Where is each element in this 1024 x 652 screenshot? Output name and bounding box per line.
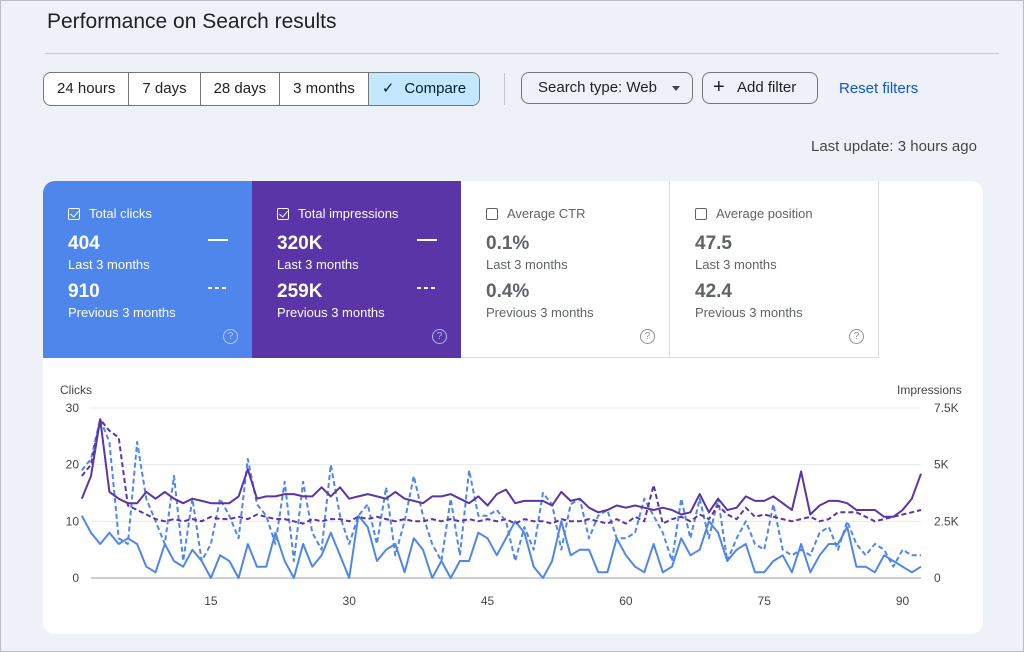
y-tick-label-left: 0 xyxy=(72,571,79,585)
y-axis-label-impressions: Impressions xyxy=(897,383,962,397)
x-tick-label: 45 xyxy=(481,594,495,608)
search-type-label: Search type: Web xyxy=(538,79,657,96)
y-tick-label-right: 0 xyxy=(934,571,941,585)
series-line-2 xyxy=(80,418,922,518)
performance-chart[interactable]: 0 10 20 30 0 2.5K 5K 7.5K 15 30 45 60 75 90 xyxy=(43,399,983,614)
metric-label: Average CTR xyxy=(507,206,586,221)
metric-previous-period: Previous 3 months xyxy=(277,305,385,320)
x-tick-label: 75 xyxy=(758,594,772,608)
add-filter-button[interactable]: + Add filter xyxy=(702,72,818,104)
dropdown-caret-icon xyxy=(672,86,680,91)
help-icon[interactable]: ? xyxy=(849,329,864,344)
x-tick-label: 60 xyxy=(619,594,633,608)
metric-current-period: Last 3 months xyxy=(277,257,359,272)
x-tick-label: 90 xyxy=(896,594,910,608)
range-24-hours-button[interactable]: 24 hours xyxy=(57,80,116,97)
metric-previous-period: Previous 3 months xyxy=(68,305,176,320)
metric-label: Total impressions xyxy=(298,206,399,221)
series-line-0 xyxy=(80,514,922,579)
check-icon: ✓ xyxy=(381,80,395,97)
metric-card-total-impressions[interactable]: Total impressions 320K Last 3 months 259… xyxy=(252,181,461,358)
metric-previous-value: 910 xyxy=(68,281,100,302)
add-filter-label: Add filter xyxy=(737,79,797,96)
series-line-1 xyxy=(81,418,921,568)
x-tick-label: 15 xyxy=(204,594,218,608)
metric-current-value: 320K xyxy=(277,233,323,254)
series-line-3 xyxy=(81,418,922,525)
metric-card-total-clicks[interactable]: Total clicks 404 Last 3 months 910 Previ… xyxy=(43,181,252,358)
dashed-line-legend-icon xyxy=(208,287,228,289)
header-divider xyxy=(45,53,999,54)
y-axis-label-clicks: Clicks xyxy=(60,383,92,397)
y-tick-label-left: 20 xyxy=(66,458,80,472)
solid-line-legend-icon xyxy=(208,239,228,241)
plus-icon: + xyxy=(713,76,725,98)
x-tick-label: 30 xyxy=(343,594,357,608)
solid-line-legend-icon xyxy=(417,239,437,241)
metric-previous-period: Previous 3 months xyxy=(695,305,803,320)
page-title: Performance on Search results xyxy=(47,10,337,33)
metric-current-value: 404 xyxy=(68,233,100,254)
metric-current-value: 0.1% xyxy=(486,233,530,254)
metric-previous-value: 0.4% xyxy=(486,281,530,302)
y-tick-label-right: 7.5K xyxy=(934,401,959,415)
metric-card-average-position[interactable]: Average position 47.5 Last 3 months 42.4… xyxy=(670,181,879,358)
y-tick-label-left: 10 xyxy=(66,514,80,528)
metric-current-value: 47.5 xyxy=(695,233,732,254)
metric-previous-period: Previous 3 months xyxy=(486,305,594,320)
help-icon[interactable]: ? xyxy=(640,329,655,344)
metric-card-average-ctr[interactable]: Average CTR 0.1% Last 3 months 0.4% Prev… xyxy=(461,181,670,358)
compare-label: Compare xyxy=(404,80,467,97)
metric-previous-value: 259K xyxy=(277,281,323,302)
reset-filters-link[interactable]: Reset filters xyxy=(839,80,919,97)
date-range-selector: 24 hours 7 days 28 days 3 months ✓ Compar… xyxy=(43,72,481,106)
help-icon[interactable]: ? xyxy=(223,329,238,344)
checkbox-checked-icon[interactable] xyxy=(277,208,289,220)
y-tick-label-left: 30 xyxy=(66,401,80,415)
metric-current-period: Last 3 months xyxy=(68,257,150,272)
toolbar-separator xyxy=(504,73,505,105)
checkbox-checked-icon[interactable] xyxy=(68,208,80,220)
performance-card: Total clicks 404 Last 3 months 910 Previ… xyxy=(43,181,983,634)
checkbox-unchecked-icon[interactable] xyxy=(486,208,498,220)
metric-label: Total clicks xyxy=(89,206,152,221)
y-tick-label-right: 5K xyxy=(934,458,949,472)
metric-label: Average position xyxy=(716,206,813,221)
range-3-months-button[interactable]: 3 months xyxy=(279,73,368,105)
compare-button[interactable]: ✓ Compare xyxy=(367,73,480,105)
range-7-days-button[interactable]: 7 days xyxy=(128,73,199,105)
checkbox-unchecked-icon[interactable] xyxy=(695,208,707,220)
search-type-dropdown[interactable]: Search type: Web xyxy=(521,72,693,104)
dashed-line-legend-icon xyxy=(417,287,437,289)
help-icon[interactable]: ? xyxy=(432,329,447,344)
y-tick-label-right: 2.5K xyxy=(934,514,959,528)
metric-current-period: Last 3 months xyxy=(695,257,777,272)
metric-previous-value: 42.4 xyxy=(695,281,732,302)
range-28-days-button[interactable]: 28 days xyxy=(199,73,280,105)
last-update-text: Last update: 3 hours ago xyxy=(811,138,977,155)
metric-current-period: Last 3 months xyxy=(486,257,568,272)
